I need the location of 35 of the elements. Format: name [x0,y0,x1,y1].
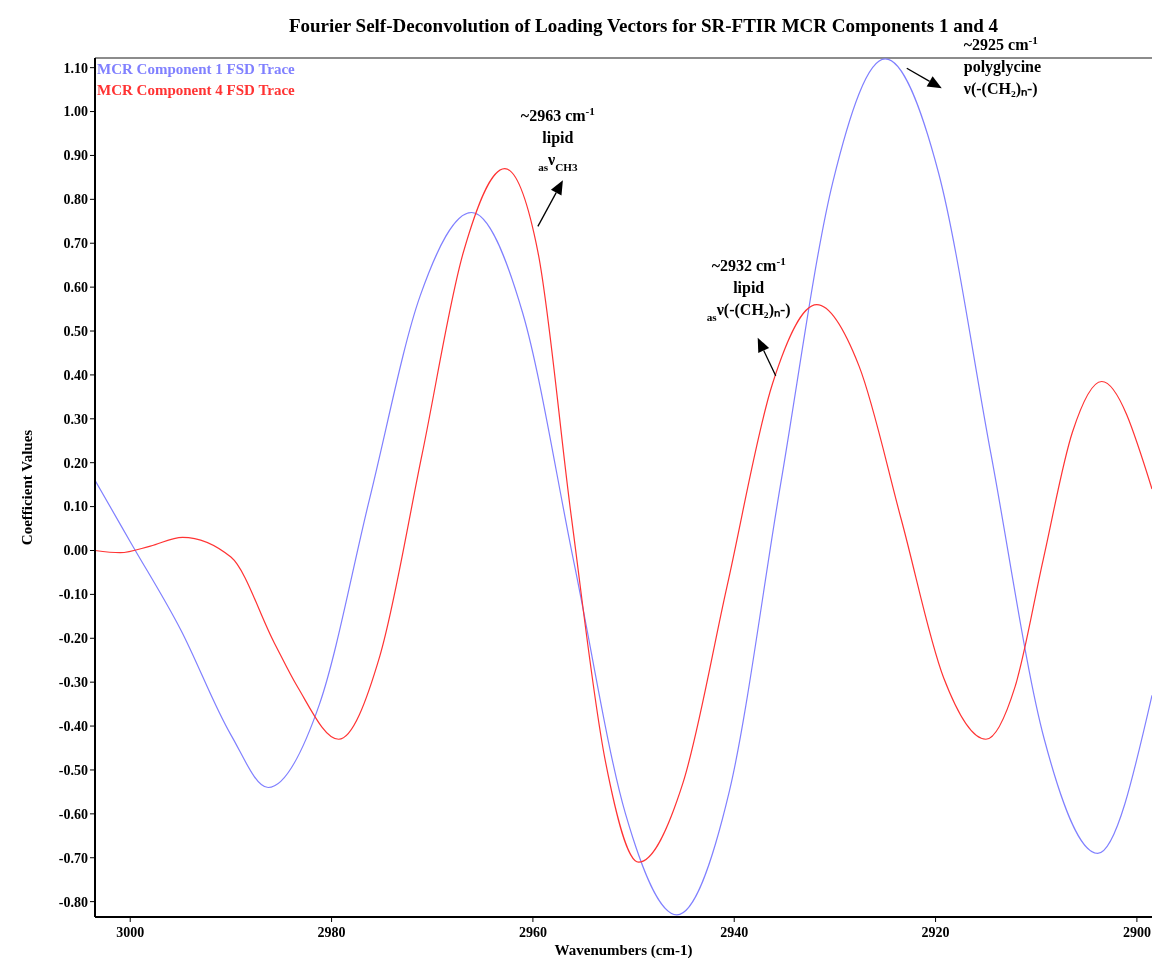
text: ~2932 cm$^{-1}$ lipid $_{as}$ν(-(CH₂)ₙ-) [706,254,791,323]
y-axis-title: Coefficient Values [19,429,35,546]
text: MCR Component 4 FSD Trace [97,82,296,98]
x-tick-label: 2940 [720,925,749,940]
y-tick-label: -0.50 [58,762,88,778]
x-axis-title: Wavenumbers (cm-1) [554,942,693,959]
x-tick-label: 2900 [1122,925,1151,940]
y-tick-label: 0.90 [63,148,88,164]
y-tick-label: -0.60 [58,806,88,822]
y-tick-label: 0.20 [63,455,88,471]
text: MCR Component 1 FSD Trace [97,61,296,77]
y-tick-label: 0.80 [63,192,88,208]
annotation: ~2925 cm$^{-1}$ polyglycine ν(-(CH₂)ₙ-) [962,34,1042,99]
x-tick-label: 2920 [921,925,950,940]
y-tick-label: 0.50 [63,323,88,339]
y-tick-label: -0.70 [58,850,88,866]
line-series [95,58,1152,916]
y-tick-label: -0.80 [58,894,88,910]
y-tick-label: -0.20 [58,631,88,647]
y-tick-label: 0.40 [63,367,88,383]
y-tick-label: 1.10 [63,60,88,76]
y-tick-label: -0.30 [58,675,88,691]
y-tick-label: 0.10 [63,499,88,515]
x-tick-label: 3000 [116,925,145,940]
y-tick-label: 0.60 [63,280,88,296]
x-tick-label: 2960 [518,925,547,940]
y-tick-label: -0.10 [58,587,88,603]
y-tick-label: 0.70 [63,236,88,252]
x-tick-label: 2980 [317,925,346,940]
y-tick-label: 1.00 [63,104,88,120]
y-tick-label: -0.40 [58,718,88,734]
y-tick-label: 0.00 [63,543,88,559]
text: ~2963 cm$^{-1}$ lipid $_{as}$ν$_{CH3}$ [520,105,595,174]
y-tick-label: 0.30 [63,411,88,427]
chart-title: Fourier Self-Deconvolution of Loading Vectors for SR-FTIR MCR Components 1 and 4 [288,15,999,36]
